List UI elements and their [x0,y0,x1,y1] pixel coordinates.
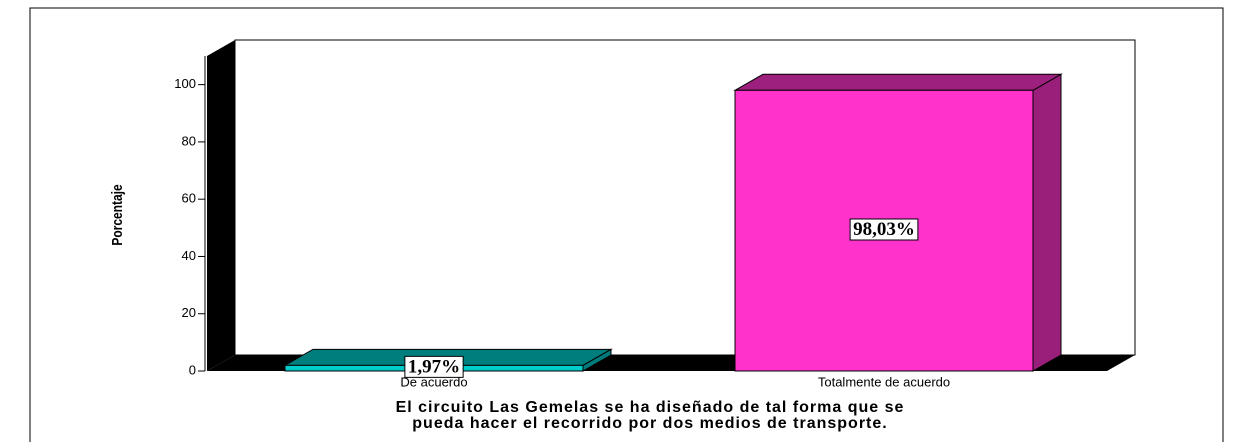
y-tick-label: 100 [174,76,196,91]
y-axis-title: Porcentaje [109,184,126,246]
bar-top [733,73,1063,91]
y-tick-label: 60 [182,191,196,206]
value-label: 98,03% [853,219,915,240]
x-tick-label: Totalmente de acuerdo [818,374,950,389]
x-tick-label: De acuerdo [400,374,467,389]
y-tick-label: 40 [182,248,196,263]
value-label: 1,97% [408,356,460,377]
x-axis-title: El circuito Las Gemelas se ha diseñado d… [396,399,905,416]
y-tick-label: 80 [182,133,196,148]
bar-side [1032,73,1062,372]
y-tick-label: 0 [189,362,196,377]
y-tick-label: 20 [182,305,196,320]
x-axis-title: pueda hacer el recorrido por dos medios … [412,415,887,432]
value-label-box [849,218,919,241]
left-wall [207,40,235,371]
value-label-box [404,355,464,378]
